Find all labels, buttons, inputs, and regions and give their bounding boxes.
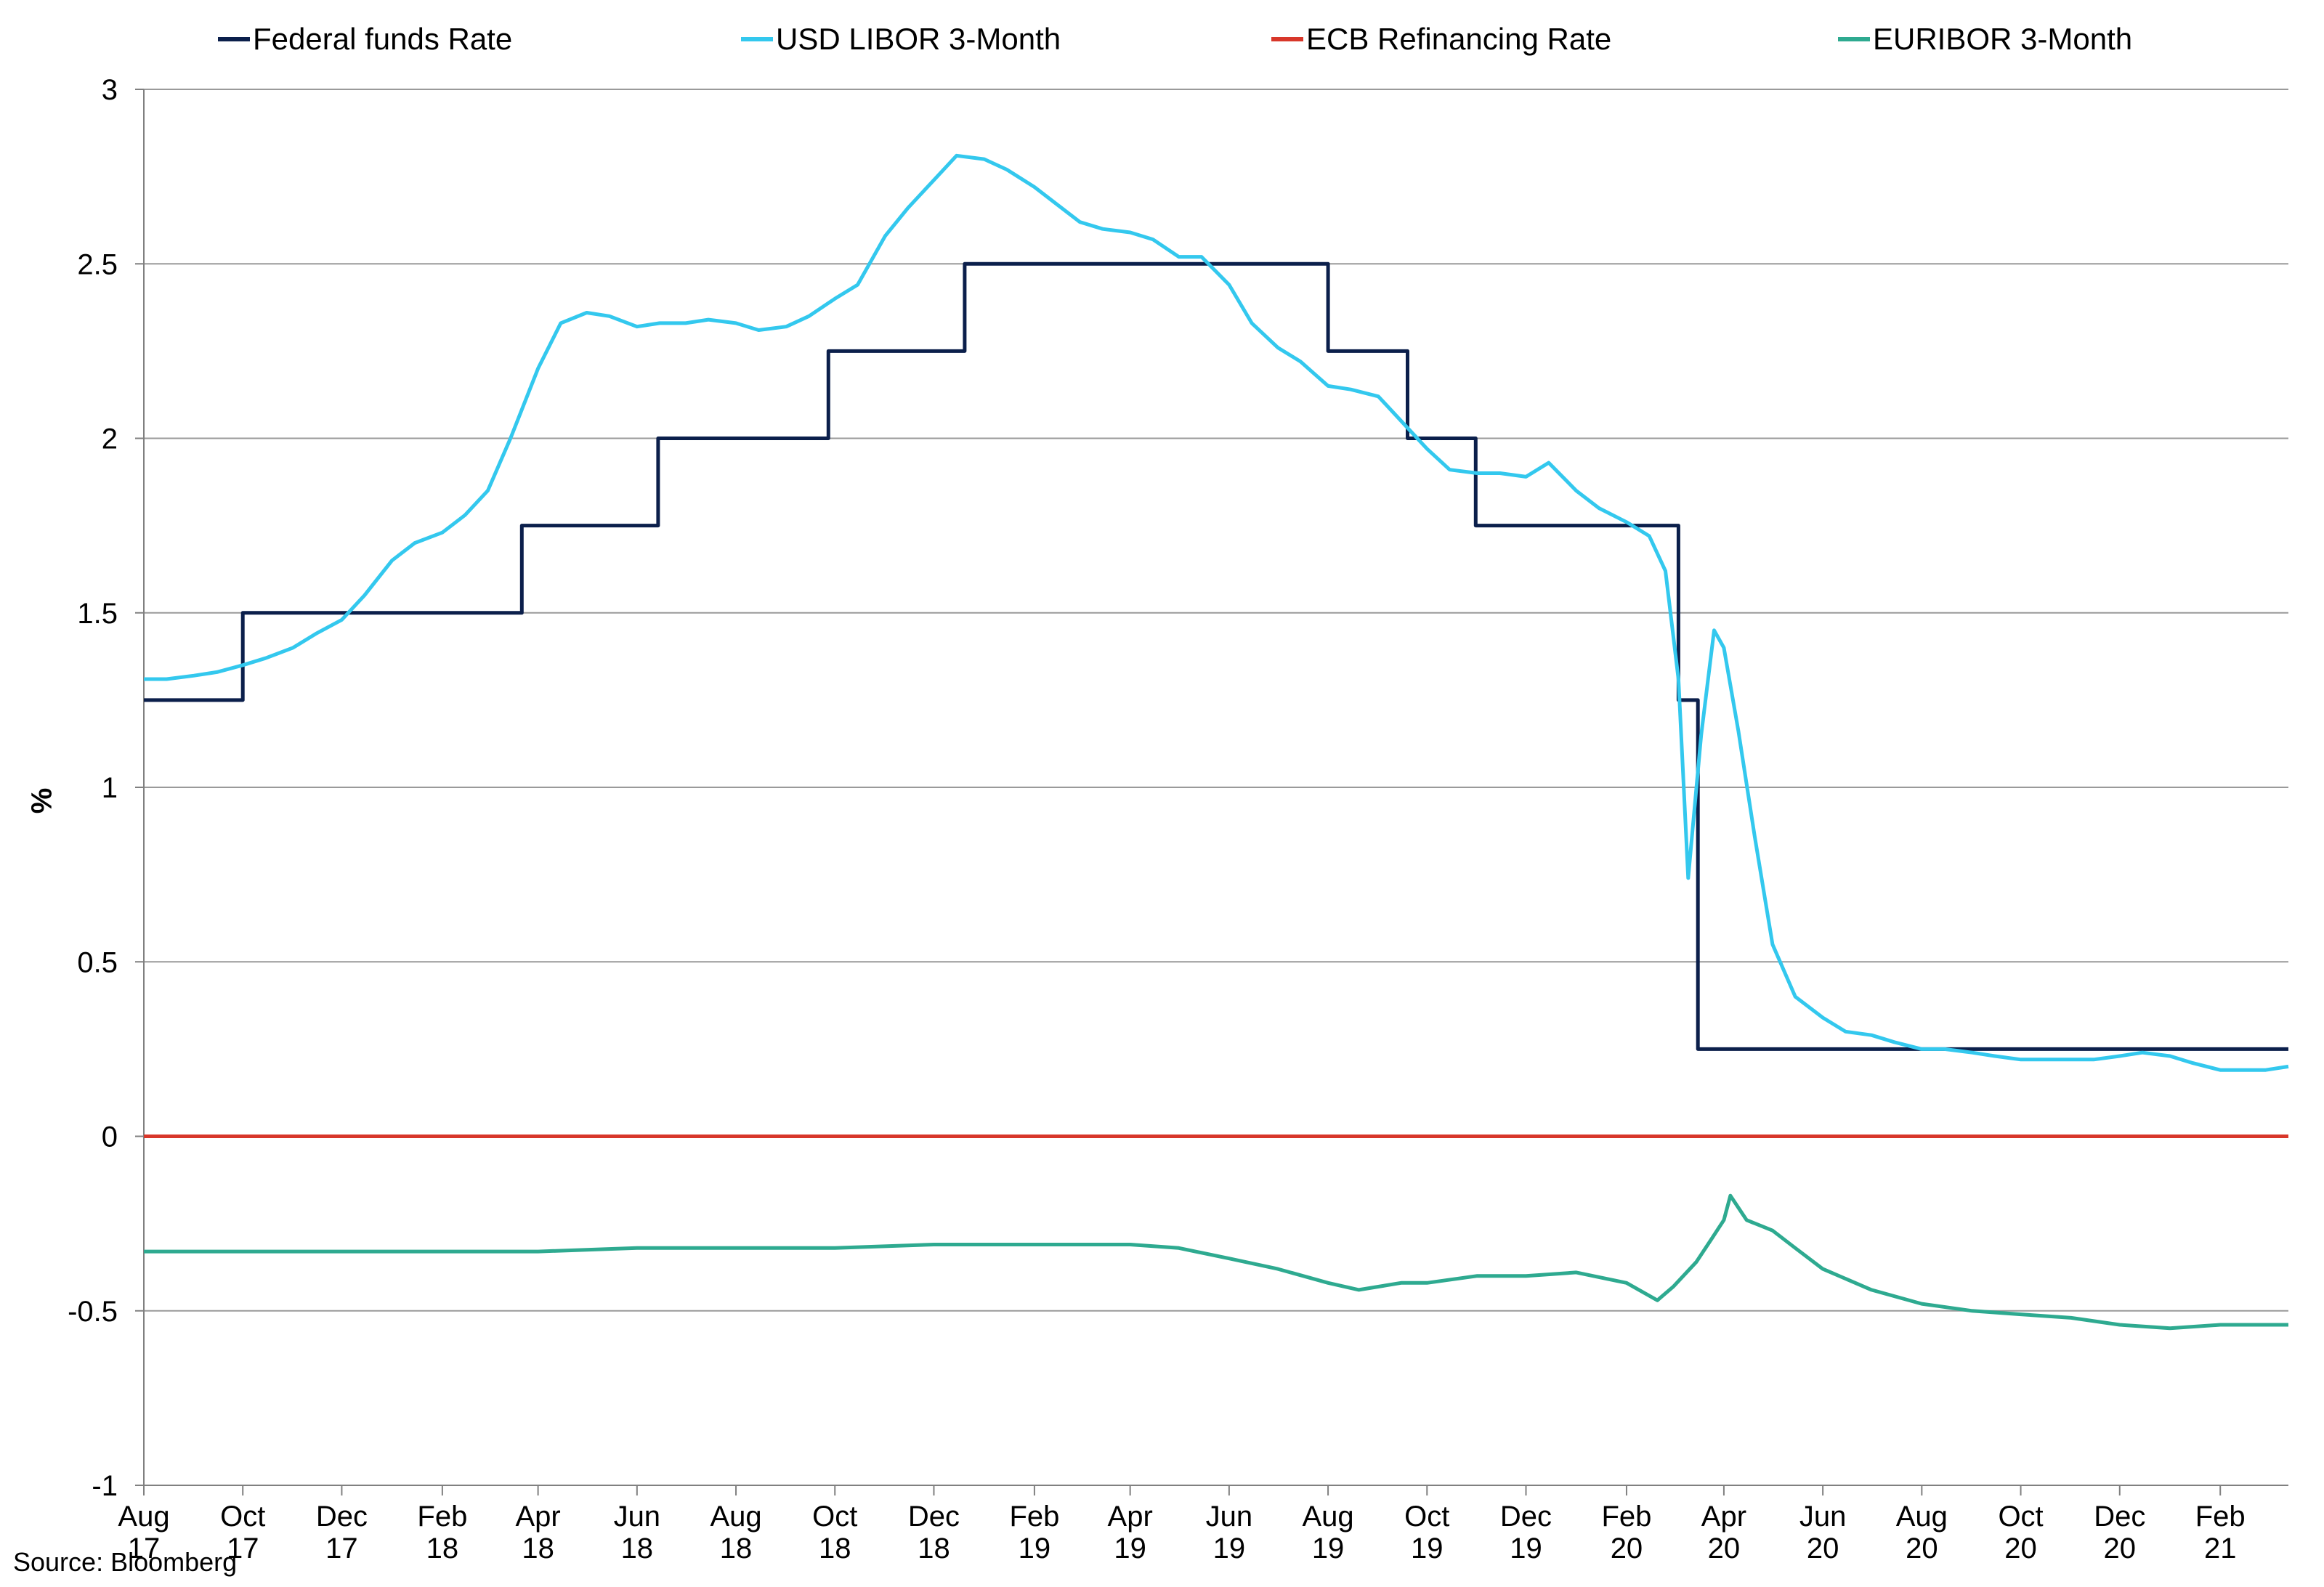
x-tick-label-year: 18 xyxy=(522,1533,554,1564)
series-euribor-line xyxy=(144,1193,2288,1331)
legend-swatch-fed-funds xyxy=(218,37,250,41)
x-tick-label-month: Apr xyxy=(1108,1501,1153,1533)
y-tick-label: 2 xyxy=(102,423,118,455)
legend-swatch-usd-libor xyxy=(741,37,773,41)
x-tick-label-year: 19 xyxy=(1411,1533,1444,1564)
x-tick-label-year: 20 xyxy=(1807,1533,1839,1564)
x-tick-label-month: Jun xyxy=(1799,1501,1847,1533)
y-tick-label: 1 xyxy=(102,772,118,804)
legend-item-usd-libor: USD LIBOR 3-Month xyxy=(741,17,1061,61)
x-tick-label-year: 18 xyxy=(918,1533,950,1564)
series-usd-libor-line xyxy=(144,153,2289,1072)
x-tick-label-year: 19 xyxy=(1213,1533,1246,1564)
y-tick-label: 0.5 xyxy=(77,946,118,978)
legend-label-fed-funds: Federal funds Rate xyxy=(253,22,513,56)
x-tick-label-year: 21 xyxy=(2204,1533,2237,1564)
x-tick-label-year: 17 xyxy=(128,1533,161,1564)
x-tick-label-year: 20 xyxy=(1906,1533,1938,1564)
legend-item-fed-funds: Federal funds Rate xyxy=(218,17,512,61)
x-tick-label-year: 20 xyxy=(2104,1533,2137,1564)
x-tick-label-year: 17 xyxy=(325,1533,358,1564)
x-tick-label-month: Jun xyxy=(614,1501,661,1533)
source-note: Source: Bloomberg xyxy=(13,1547,238,1577)
y-tick-label: 0 xyxy=(102,1121,118,1153)
x-tick-label-year: 19 xyxy=(1312,1533,1345,1564)
x-tick-label-year: 19 xyxy=(1114,1533,1146,1564)
x-tick-label-month: Jun xyxy=(1206,1501,1253,1533)
x-tick-label-year: 18 xyxy=(720,1533,753,1564)
x-tick-label-month: Aug xyxy=(1302,1501,1353,1533)
x-tick-label-year: 19 xyxy=(1019,1533,1051,1564)
x-tick-label-year: 20 xyxy=(1611,1533,1643,1564)
x-tick-label-month: Dec xyxy=(316,1501,368,1533)
x-tick-label-month: Dec xyxy=(1500,1501,1552,1533)
x-tick-label-month: Aug xyxy=(1896,1501,1948,1533)
legend-swatch-ecb-refi xyxy=(1271,37,1303,41)
x-tick-label-month: Aug xyxy=(710,1501,761,1533)
legend-label-usd-libor: USD LIBOR 3-Month xyxy=(776,22,1061,56)
x-tick-label-month: Oct xyxy=(220,1501,265,1533)
y-tick-label: 2.5 xyxy=(77,248,118,280)
x-tick-label-month: Feb xyxy=(2195,1501,2246,1533)
series-fed-funds-line xyxy=(144,261,2288,1051)
x-tick-label-month: Dec xyxy=(908,1501,960,1533)
chart-legend: Federal funds Rate USD LIBOR 3-Month ECB… xyxy=(0,17,2324,61)
x-tick-label-year: 20 xyxy=(1708,1533,1741,1564)
legend-item-euribor: EURIBOR 3-Month xyxy=(1838,17,2132,61)
legend-swatch-euribor xyxy=(1838,37,1870,41)
x-tick-label-month: Aug xyxy=(118,1501,169,1533)
x-tick-label-month: Apr xyxy=(1701,1501,1746,1533)
y-tick-label: -0.5 xyxy=(68,1296,118,1328)
x-tick-label-year: 20 xyxy=(2004,1533,2037,1564)
x-tick-label-month: Oct xyxy=(812,1501,857,1533)
x-tick-label-month: Apr xyxy=(515,1501,560,1533)
x-tick-label-year: 18 xyxy=(621,1533,654,1564)
legend-label-euribor: EURIBOR 3-Month xyxy=(1873,22,2133,56)
y-tick-label: 3 xyxy=(102,74,118,106)
x-tick-label-month: Feb xyxy=(1601,1501,1651,1533)
x-tick-label-year: 18 xyxy=(426,1533,459,1564)
y-tick-label: -1 xyxy=(92,1470,118,1502)
x-tick-label-year: 19 xyxy=(1510,1533,1542,1564)
y-tick-label: 1.5 xyxy=(77,598,118,630)
legend-label-ecb-refi: ECB Refinancing Rate xyxy=(1306,22,1612,56)
x-tick-label-year: 18 xyxy=(819,1533,851,1564)
x-tick-label-month: Oct xyxy=(1404,1501,1449,1533)
x-tick-label-year: 17 xyxy=(227,1533,259,1564)
x-tick-label-month: Oct xyxy=(1998,1501,2043,1533)
x-tick-label-month: Feb xyxy=(417,1501,467,1533)
x-tick-label-month: Feb xyxy=(1009,1501,1059,1533)
legend-item-ecb-refi: ECB Refinancing Rate xyxy=(1271,17,1611,61)
x-tick-label-month: Dec xyxy=(2094,1501,2145,1533)
